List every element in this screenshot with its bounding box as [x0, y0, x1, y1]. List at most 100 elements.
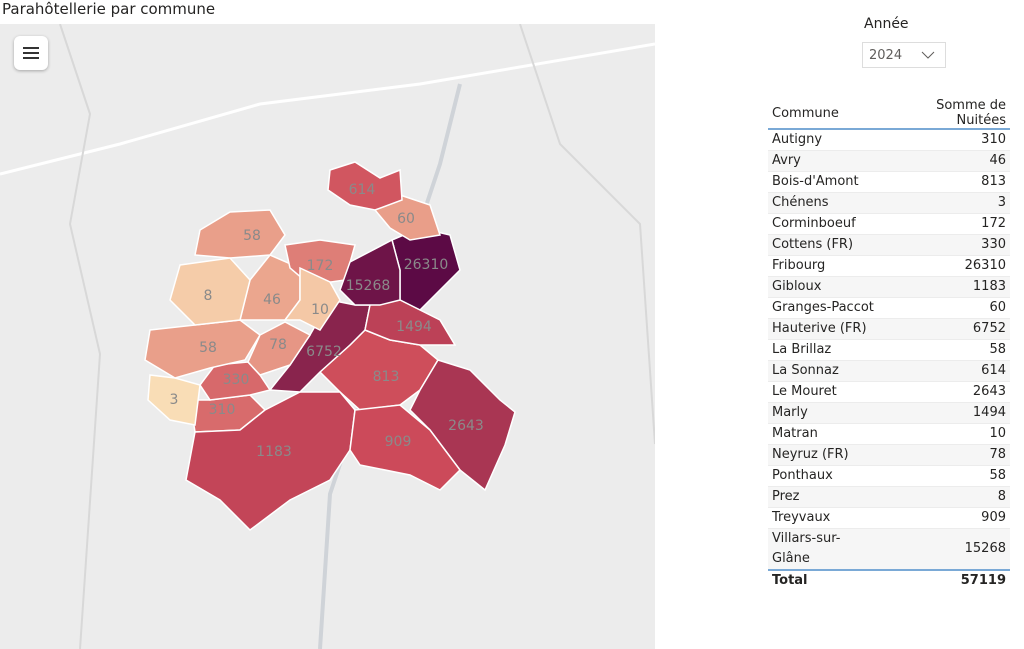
cell-commune: Granges-Paccot — [768, 297, 882, 319]
border — [59, 24, 102, 649]
cell-value: 310 — [881, 129, 1010, 151]
table-row: Le Mouret 2643 — [768, 381, 1010, 403]
cell-commune: Matran — [768, 423, 882, 445]
table-row: Granges-Paccot 60 — [768, 297, 1010, 319]
commune-area — [169, 257, 251, 326]
commune-label: 813 — [373, 369, 400, 385]
table-row: Marly 1494 — [768, 402, 1010, 424]
cell-value: 1183 — [881, 276, 1010, 298]
table-row: Neyruz (FR) 78 — [768, 444, 1010, 466]
commune-label: 58 — [199, 340, 217, 356]
commune-area — [194, 209, 286, 259]
cell-commune: La Brillaz — [768, 339, 882, 361]
cell-commune: Gibloux — [768, 276, 882, 298]
cell-commune: Neyruz (FR) — [768, 444, 882, 466]
commune-label: 614 — [349, 182, 376, 198]
cell-value: 26310 — [881, 255, 1010, 277]
table-row: Avry 46 — [768, 150, 1010, 172]
cell-value: 6752 — [881, 318, 1010, 340]
chevron — [921, 51, 935, 59]
cell-commune: Avry — [768, 150, 882, 172]
commune-area — [349, 404, 461, 491]
table-row: Treyvaux 909 — [768, 507, 1010, 529]
dropdown-value: 2024 — [869, 48, 903, 63]
table-row: Matran 10 — [768, 423, 1010, 445]
menu-button[interactable] — [14, 36, 48, 70]
commune-label: 1494 — [396, 319, 432, 335]
cell-commune: Marly — [768, 402, 882, 424]
visual-title: Parahôtellerie par commune — [2, 0, 216, 18]
commune-label: 60 — [397, 211, 415, 227]
cell-commune: Bois-d'Amont — [768, 171, 882, 193]
cell-value: 909 — [881, 507, 1010, 529]
commune-label: 2643 — [448, 418, 484, 434]
cell-value: 78 — [881, 444, 1010, 466]
cell-value: 813 — [881, 171, 1010, 193]
cell-value: 58 — [881, 465, 1010, 487]
cell-value: 10 — [881, 423, 1010, 445]
map: 310 46 813 3 172 330 26310 1183 60 6752 58 614 2643 1… — [0, 24, 655, 649]
cell-value: 172 — [881, 213, 1010, 235]
cell-commune: Autigny — [768, 129, 882, 151]
table-row: Hauterive (FR) 6752 — [768, 318, 1010, 340]
cell-commune: Chénens — [768, 192, 882, 214]
table-row: Cottens (FR) 330 — [768, 234, 1010, 256]
table-row: Villars-sur-Glâne 15268 — [768, 528, 1010, 571]
cell-commune: Villars-sur-Glâne — [768, 528, 882, 571]
total-cell: 57119 — [881, 569, 1010, 591]
commune-label: 8 — [204, 288, 213, 304]
cell-value: 2643 — [881, 381, 1010, 403]
commune-label: 1183 — [256, 444, 292, 460]
commune-label: 3 — [170, 392, 179, 408]
cell-commune: Hauterive (FR) — [768, 318, 882, 340]
border — [519, 24, 655, 445]
road — [0, 42, 655, 176]
cell-commune: Prez — [768, 486, 882, 508]
table-row: La Sonnaz 614 — [768, 360, 1010, 382]
table-row: Ponthaux 58 — [768, 465, 1010, 487]
cell-commune: La Sonnaz — [768, 360, 882, 382]
cell-value: 60 — [881, 297, 1010, 319]
commune-area — [283, 266, 341, 331]
commune-label: 6752 — [306, 344, 342, 360]
cell-value: 1494 — [881, 402, 1010, 424]
commune-area — [409, 359, 516, 492]
table-row: Chénens 3 — [768, 192, 1010, 214]
commune-label: 310 — [209, 402, 236, 418]
commune-area — [339, 238, 401, 306]
table-row: Gibloux 1183 — [768, 276, 1010, 298]
commune-label: 46 — [263, 292, 281, 308]
cell-commune: Ponthaux — [768, 465, 882, 487]
cell-value: 46 — [881, 150, 1010, 172]
cell-commune: Cottens (FR) — [768, 234, 882, 256]
table-row: Bois-d'Amont 813 — [768, 171, 1010, 193]
commune-area — [247, 321, 312, 376]
table-row: La Brillaz 58 — [768, 339, 1010, 361]
cell-value: 3 — [881, 192, 1010, 214]
table-row: Corminboeuf 172 — [768, 213, 1010, 235]
column-header: Somme de Nuitées — [881, 98, 1010, 130]
commune-area — [364, 299, 457, 346]
cell-commune: Treyvaux — [768, 507, 882, 529]
commune-label: 15268 — [346, 278, 391, 294]
commune-label: 58 — [243, 228, 261, 244]
total-row: Total 57119 — [768, 569, 1010, 591]
cell-commune: Le Mouret — [768, 381, 882, 403]
commune-area — [327, 161, 403, 211]
cell-value: 15268 — [881, 528, 1010, 571]
table-row: Autigny 310 — [768, 129, 1010, 151]
cell-value: 58 — [881, 339, 1010, 361]
table-row: Prez 8 — [768, 486, 1010, 508]
cell-commune: Fribourg — [768, 255, 882, 277]
column-header: Commune — [768, 98, 882, 130]
commune-label: 172 — [307, 258, 334, 274]
table-row: Fribourg 26310 — [768, 255, 1010, 277]
cell-value: 330 — [881, 234, 1010, 256]
commune-label: 26310 — [404, 257, 449, 273]
total-cell: Total — [768, 569, 882, 591]
slicer-label: Année — [864, 16, 909, 32]
commune-label: 10 — [311, 302, 329, 318]
year-dropdown[interactable]: 2024 — [862, 42, 946, 68]
cell-value: 614 — [881, 360, 1010, 382]
